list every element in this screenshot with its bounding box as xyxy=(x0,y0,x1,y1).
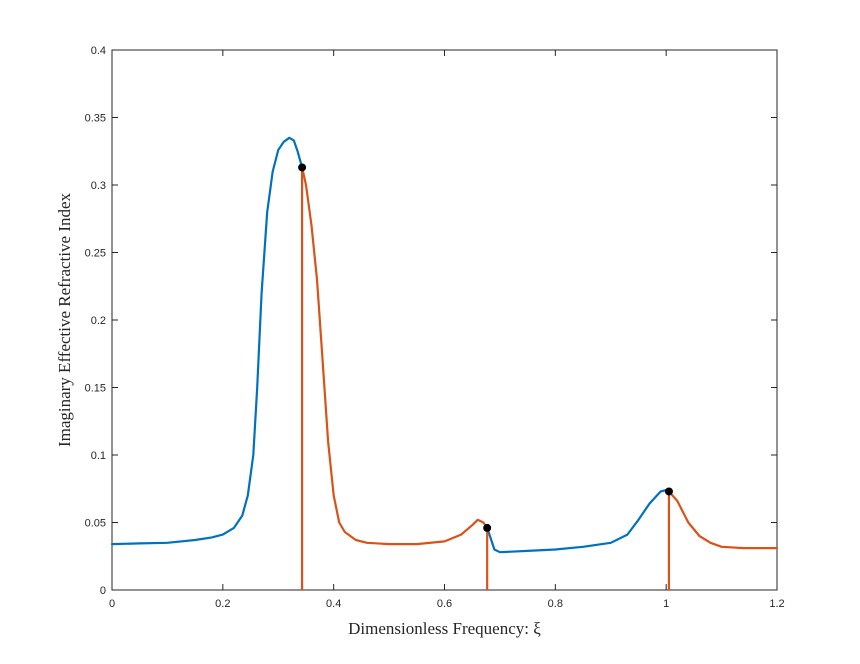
x-tick-label-2: 0.4 xyxy=(326,598,341,610)
plot-area: 0 0.2 0.4 0.6 0.8 1 1.2 0 0.05 0.1 0.15 0.2 0.25 0.3 0… xyxy=(85,45,785,610)
x-tick-label-5: 1 xyxy=(663,598,669,610)
x-axis-label: Dimensionless Frequency: ξ xyxy=(348,619,541,638)
series-blue-line-0 xyxy=(110,136,304,546)
tick-layer: 0 0.2 0.4 0.6 0.8 1 1.2 0 0.05 0.1 0.15 0.2 0.25 0.3 0… xyxy=(85,45,785,610)
x-tick-label-4: 0.8 xyxy=(548,598,563,610)
y-tick-label-6: 0.3 xyxy=(91,180,106,192)
y-tick-label-3: 0.15 xyxy=(85,383,106,395)
y-tick-label-8: 0.4 xyxy=(91,45,106,57)
stem-marker-2 xyxy=(664,487,673,496)
y-axis-label: Imaginary Effective Refractive Index xyxy=(55,192,74,447)
stem-layer xyxy=(298,163,673,590)
x-tick-label-1: 0.2 xyxy=(215,598,230,610)
y-tick-label-1: 0.05 xyxy=(85,518,106,530)
y-tick-label-0: 0 xyxy=(100,585,106,597)
x-tick-label-0: 0 xyxy=(109,598,115,610)
series-layer xyxy=(110,136,779,554)
series-blue-line-1 xyxy=(486,489,671,554)
y-tick-label-2: 0.1 xyxy=(91,450,106,462)
series-orange-line-1 xyxy=(667,490,779,550)
x-tick-label-3: 0.6 xyxy=(437,598,452,610)
stem-marker-0 xyxy=(298,163,307,172)
x-tick-label-6: 1.2 xyxy=(769,598,784,610)
stem-marker-1 xyxy=(483,523,492,532)
axes-box xyxy=(111,49,778,591)
y-tick-label-4: 0.2 xyxy=(91,315,106,327)
y-tick-label-5: 0.25 xyxy=(85,248,106,260)
y-tick-label-7: 0.35 xyxy=(85,113,106,125)
series-orange-line-0 xyxy=(301,166,489,546)
